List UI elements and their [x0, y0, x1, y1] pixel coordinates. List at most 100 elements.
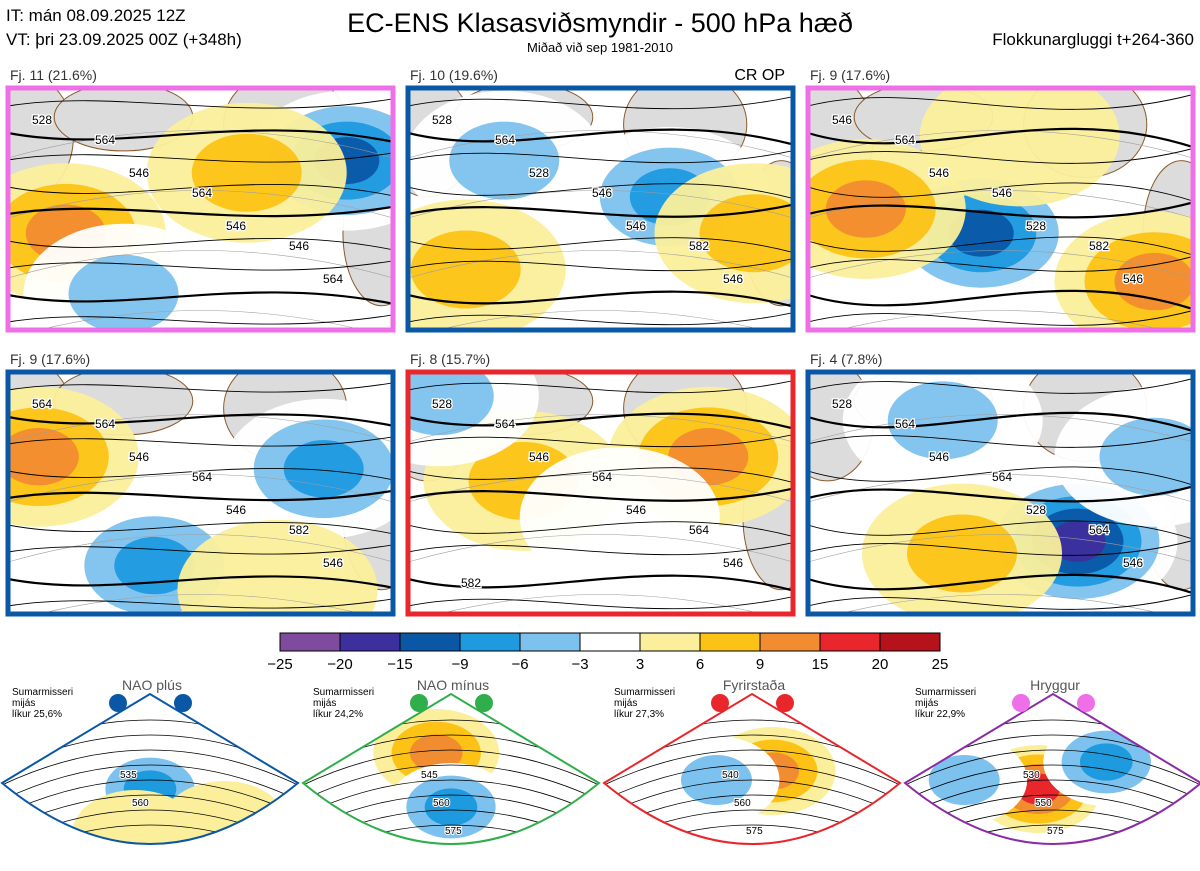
colorbar-swatch [279, 632, 341, 652]
height-contour [8, 205, 393, 218]
graticule-line [8, 250, 393, 279]
regime-contour [604, 779, 900, 816]
regime-contour-label: 545 [421, 770, 438, 781]
colorbar-swatch [399, 632, 461, 652]
regime-outline [903, 692, 1200, 845]
regime-contour [2, 749, 298, 786]
cluster-panel: Fj. 4 (7.8%) 528 546 528 546 564 564 564 [805, 351, 1196, 617]
colorbar-swatch [459, 632, 521, 652]
colorbar-tick: −6 [511, 656, 528, 673]
height-contour [808, 411, 1193, 433]
regime-contour [2, 764, 298, 801]
height-contour [408, 596, 793, 610]
regime-contour-label: 575 [746, 826, 763, 837]
regime-contour-label: 540 [722, 770, 739, 781]
anomaly-area [177, 519, 378, 614]
regime-contour [604, 764, 900, 801]
height-contour [408, 487, 793, 502]
contour-label: 564 [895, 417, 915, 431]
cluster-label: Fj. 8 (15.7%) [410, 351, 490, 367]
colorbar-tick: 3 [636, 656, 644, 673]
regime-contour [303, 749, 599, 786]
contour-label: 546 [323, 556, 343, 570]
anomaly-area [410, 230, 521, 309]
regime-contour [2, 824, 298, 844]
regime-contour [905, 764, 1200, 801]
contour-label: 546 [626, 219, 646, 233]
regime-outline [0, 692, 300, 845]
height-contour [8, 260, 393, 271]
cluster-frame [405, 369, 796, 617]
regime-name: NAO mínus [417, 677, 489, 693]
height-contour [408, 521, 793, 537]
cluster-label: Fj. 4 (7.8%) [810, 351, 882, 367]
cluster-label: Fj. 11 (21.6%) [10, 67, 97, 83]
height-contour [808, 378, 1193, 394]
contour-label: 546 [723, 556, 743, 570]
regime-contour [604, 749, 900, 786]
contour-label: 582 [1089, 239, 1109, 253]
anomaly-area [907, 514, 1017, 593]
regime-info: Sumarmisseri [915, 687, 976, 698]
height-contour [808, 520, 1193, 540]
regime-contour [905, 779, 1200, 816]
graticule-line [408, 190, 793, 219]
regime-info: mijás [915, 698, 938, 709]
anomaly-area [283, 440, 364, 498]
colorbar-tick: −9 [451, 656, 468, 673]
regime-name: NAO plús [122, 677, 182, 693]
height-contour [408, 380, 793, 394]
colorbar-tick: 20 [872, 656, 889, 673]
graticule-line [408, 130, 793, 159]
height-contour [808, 466, 1193, 486]
colorbar: −25 −20 −15 −9 −6 −3 3 6 9 15 20 25 [267, 632, 948, 673]
regime-info: mijás [313, 698, 336, 709]
regime-outline [301, 692, 601, 845]
regime-info: mijás [614, 698, 637, 709]
anomaly-area [1099, 417, 1193, 496]
regime-contour [303, 824, 599, 844]
graticule-line [408, 250, 793, 279]
height-contour [408, 312, 793, 326]
regime-anomaly [1079, 743, 1133, 781]
regime-name: Fyrirstaða [723, 677, 785, 693]
contour-label: 582 [289, 523, 309, 537]
height-contour [408, 467, 793, 483]
regime-marker [475, 694, 493, 712]
regime-marker [174, 694, 192, 712]
contour-label: 528 [1026, 503, 1046, 517]
height-contour [408, 542, 793, 556]
contour-label: 546 [529, 450, 549, 464]
graticule-line [37, 310, 364, 330]
regime-contour [2, 779, 298, 816]
graticule-line [808, 414, 1193, 443]
height-contour [8, 575, 393, 589]
regime-info: Sumarmisseri [614, 687, 675, 698]
cluster-panel: Fj. 11 (21.6%) 528 546 546 564 564 564 546 [5, 67, 396, 333]
regime-contour [303, 779, 599, 816]
regime-marker [1077, 694, 1095, 712]
contour-label: 546 [1123, 556, 1143, 570]
classification-window: Flokkunargluggi t+264-360 [992, 30, 1194, 49]
contour-label: 564 [895, 133, 915, 147]
graticule-line [37, 594, 364, 614]
height-contour [408, 434, 793, 448]
graticule-line [408, 534, 793, 563]
contour-label: 564 [95, 417, 115, 431]
regime-info: líkur 22,9% [915, 709, 965, 720]
height-contour [808, 148, 1193, 164]
regime-contour-label: 575 [1047, 826, 1064, 837]
colorbar-swatch [759, 632, 821, 652]
cluster-frame [5, 369, 396, 617]
colorbar-swatch [819, 632, 881, 652]
graticule-line [8, 534, 393, 563]
regime-anomaly [424, 788, 478, 826]
graticule-line [408, 474, 793, 503]
contour-label: 582 [689, 239, 709, 253]
colorbar-tick: −25 [267, 656, 292, 673]
graticule-line [808, 130, 1193, 159]
cluster-label: Fj. 9 (17.6%) [10, 351, 90, 367]
contour-label: 528 [1026, 219, 1046, 233]
